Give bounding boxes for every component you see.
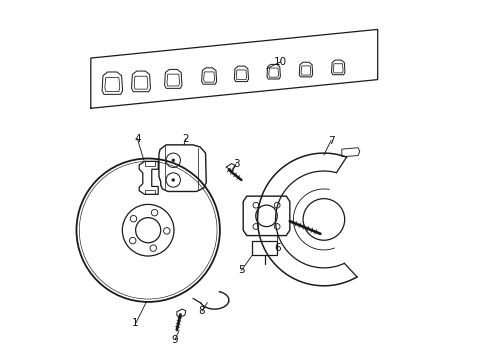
Text: 1: 1 — [132, 319, 139, 328]
Text: 3: 3 — [233, 159, 239, 169]
Text: 10: 10 — [274, 57, 288, 67]
Text: 7: 7 — [328, 136, 334, 145]
Text: 8: 8 — [198, 306, 205, 316]
Text: 9: 9 — [172, 334, 178, 345]
Text: 2: 2 — [182, 134, 189, 144]
Text: 4: 4 — [134, 134, 141, 144]
Text: 6: 6 — [274, 243, 281, 253]
Circle shape — [172, 159, 175, 162]
Text: 5: 5 — [238, 265, 245, 275]
Circle shape — [172, 179, 175, 181]
